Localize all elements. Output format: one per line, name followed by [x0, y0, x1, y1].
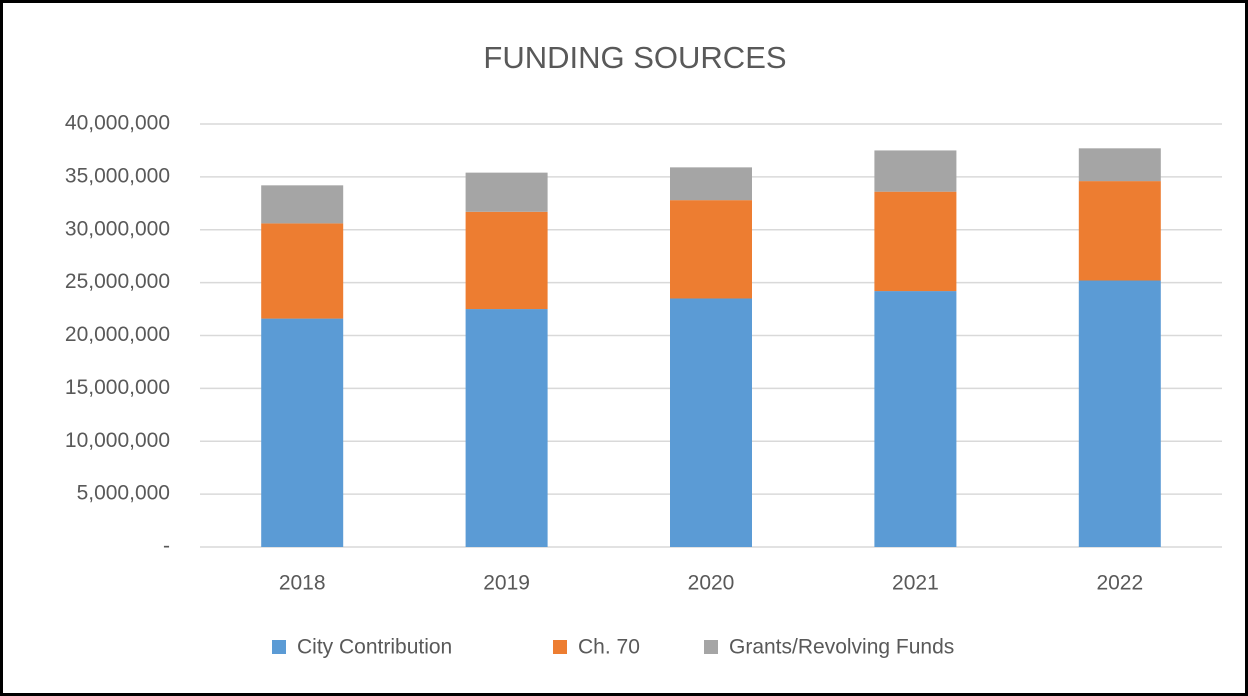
bar-segment: [874, 291, 957, 547]
y-tick-label: 5,000,000: [77, 482, 170, 505]
bar-segment: [1078, 181, 1161, 281]
y-tick-label: 15,000,000: [65, 376, 170, 399]
y-tick-label: -: [163, 535, 170, 558]
legend-swatch: [704, 640, 718, 654]
y-tick-label: 30,000,000: [65, 217, 170, 240]
bar-segment: [261, 223, 344, 319]
bar-segment: [874, 191, 957, 292]
x-tick-label: 2018: [279, 572, 326, 595]
bar-segment: [874, 150, 957, 192]
bar-segment: [261, 318, 344, 547]
bar-segment: [1078, 148, 1161, 182]
x-tick-label: 2020: [688, 572, 735, 595]
bar-segment: [670, 200, 752, 299]
bar-segment: [670, 298, 752, 547]
bar-segment: [465, 211, 548, 310]
y-tick-label: 35,000,000: [65, 164, 170, 187]
bar-segment: [465, 172, 548, 212]
legend-label: City Contribution: [297, 636, 452, 659]
legend-label: Grants/Revolving Funds: [729, 636, 954, 659]
x-tick-label: 2022: [1096, 572, 1143, 595]
bar-segment: [1078, 280, 1161, 547]
chart-title: FUNDING SOURCES: [483, 40, 786, 75]
bar-segment: [465, 309, 548, 547]
legend-swatch: [272, 640, 286, 654]
legend-swatch: [553, 640, 567, 654]
bar-segment: [670, 167, 752, 201]
y-tick-label: 25,000,000: [65, 270, 170, 293]
bar-segment: [261, 185, 344, 224]
y-tick-label: 40,000,000: [65, 112, 170, 135]
x-tick-label: 2021: [892, 572, 939, 595]
y-tick-label: 10,000,000: [65, 429, 170, 452]
y-tick-label: 20,000,000: [65, 323, 170, 346]
legend-label: Ch. 70: [578, 636, 640, 659]
x-tick-label: 2019: [483, 572, 530, 595]
